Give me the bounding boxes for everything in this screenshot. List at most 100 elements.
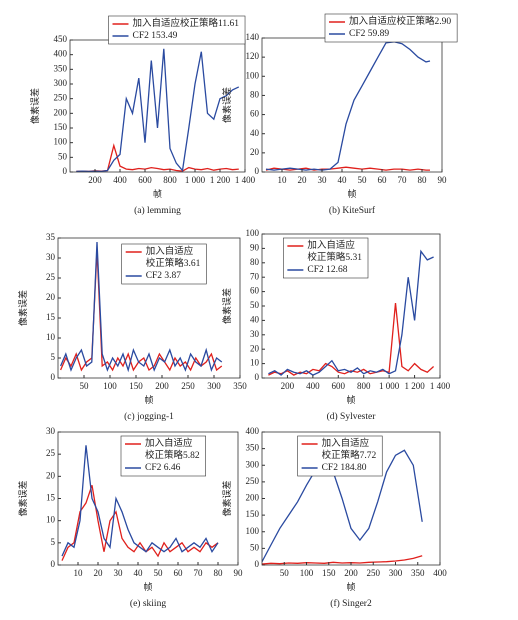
x-tick-label: 100 bbox=[300, 568, 314, 578]
legend-label: CF2 153.49 bbox=[133, 31, 178, 41]
y-tick-label: 10 bbox=[250, 358, 260, 368]
y-tick-label: 15 bbox=[46, 312, 56, 322]
y-tick-label: 250 bbox=[246, 476, 260, 486]
y-axis-label: 像素误差 bbox=[17, 480, 28, 516]
series-line bbox=[76, 48, 240, 172]
y-tick-label: 150 bbox=[54, 122, 68, 132]
caption: (a) lemming bbox=[134, 205, 181, 216]
x-tick-label: 400 bbox=[433, 568, 447, 578]
x-tick-label: 1 200 bbox=[404, 381, 425, 391]
legend-label: 加入自适应 bbox=[307, 239, 355, 251]
y-tick-label: 300 bbox=[54, 78, 68, 88]
y-tick-label: 30 bbox=[46, 252, 56, 262]
x-tick-label: 70 bbox=[398, 175, 408, 185]
y-tick-label: 80 bbox=[250, 257, 260, 267]
x-tick-label: 300 bbox=[389, 568, 403, 578]
x-tick-label: 150 bbox=[129, 381, 143, 391]
series-line bbox=[265, 41, 431, 171]
x-tick-label: 200 bbox=[155, 381, 169, 391]
y-tick-label: 40 bbox=[250, 314, 260, 324]
x-axis-label: 帧 bbox=[346, 394, 355, 405]
x-axis-label: 帧 bbox=[143, 581, 152, 592]
legend-box bbox=[108, 15, 246, 45]
legend-label: 校正策略5.31 bbox=[307, 251, 362, 263]
x-tick-label: 600 bbox=[138, 175, 152, 185]
x-tick-label: 1 400 bbox=[235, 175, 256, 185]
y-tick-label: 0 bbox=[255, 166, 260, 176]
y-tick-label: 10 bbox=[46, 332, 56, 342]
caption: (f) Singer2 bbox=[330, 598, 372, 609]
x-tick-label: 40 bbox=[338, 175, 348, 185]
plot-frame bbox=[69, 39, 246, 173]
y-tick-label: 100 bbox=[246, 228, 260, 238]
y-tick-label: 5 bbox=[51, 352, 56, 362]
y-tick-label: 100 bbox=[246, 70, 260, 80]
y-tick-label: 25 bbox=[46, 448, 56, 458]
y-tick-label: 200 bbox=[246, 493, 260, 503]
x-tick-label: 400 bbox=[306, 381, 320, 391]
y-axis-label: 像素误差 bbox=[221, 288, 232, 324]
x-tick-label: 30 bbox=[318, 175, 328, 185]
x-tick-label: 1 000 bbox=[379, 381, 400, 391]
legend-box bbox=[283, 237, 369, 279]
legend-label: CF2 6.46 bbox=[145, 463, 181, 473]
legend-label: 加入自适应 bbox=[146, 245, 194, 257]
x-axis-label: 帧 bbox=[153, 188, 162, 199]
plot-frame bbox=[57, 237, 241, 379]
series-line bbox=[76, 143, 239, 172]
y-tick-label: 20 bbox=[250, 343, 260, 353]
y-tick-label: 15 bbox=[46, 493, 56, 503]
y-tick-label: 100 bbox=[246, 526, 260, 536]
y-axis-label: 像素误差 bbox=[29, 88, 40, 124]
y-tick-label: 0 bbox=[51, 559, 56, 569]
x-tick-label: 90 bbox=[438, 175, 448, 185]
legend-label: 校正策略5.82 bbox=[145, 449, 200, 461]
legend-box bbox=[121, 243, 207, 285]
x-tick-label: 90 bbox=[234, 568, 244, 578]
y-tick-label: 0 bbox=[51, 372, 56, 382]
legend-label: 加入自适应校正策略11.61 bbox=[133, 17, 240, 29]
y-tick-label: 250 bbox=[54, 93, 68, 103]
x-tick-label: 60 bbox=[174, 568, 184, 578]
legend-label: CF2 184.80 bbox=[322, 463, 367, 473]
y-tick-label: 300 bbox=[246, 459, 260, 469]
y-tick-label: 0 bbox=[255, 559, 260, 569]
caption: (c) jogging-1 bbox=[124, 411, 174, 422]
y-tick-label: 350 bbox=[54, 63, 68, 73]
x-tick-label: 40 bbox=[134, 568, 144, 578]
x-axis-label: 帧 bbox=[347, 188, 356, 199]
x-tick-label: 1 000 bbox=[185, 175, 206, 185]
x-tick-label: 80 bbox=[214, 568, 224, 578]
x-tick-label: 80 bbox=[418, 175, 428, 185]
x-tick-label: 10 bbox=[278, 175, 288, 185]
series-line bbox=[61, 484, 219, 561]
x-tick-label: 30 bbox=[114, 568, 124, 578]
y-tick-label: 30 bbox=[250, 329, 260, 339]
y-tick-label: 150 bbox=[246, 509, 260, 519]
x-tick-label: 20 bbox=[94, 568, 104, 578]
caption: (e) skiing bbox=[130, 598, 166, 609]
series-line bbox=[265, 166, 430, 171]
x-tick-label: 50 bbox=[358, 175, 368, 185]
legend: 加入自适应校正策略11.61 CF2 153.49 bbox=[108, 15, 246, 45]
x-tick-label: 200 bbox=[344, 568, 358, 578]
x-tick-label: 1 400 bbox=[430, 381, 451, 391]
y-tick-label: 25 bbox=[46, 272, 56, 282]
legend-box bbox=[324, 13, 458, 43]
y-tick-label: 400 bbox=[246, 426, 260, 436]
x-tick-label: 1 200 bbox=[210, 175, 231, 185]
y-tick-label: 50 bbox=[58, 151, 68, 161]
x-tick-label: 50 bbox=[280, 568, 290, 578]
x-tick-label: 200 bbox=[281, 381, 295, 391]
caption: (d) Sylvester bbox=[327, 411, 377, 422]
y-tick-label: 400 bbox=[54, 49, 68, 59]
x-tick-label: 350 bbox=[233, 381, 247, 391]
x-tick-label: 150 bbox=[322, 568, 336, 578]
x-tick-label: 50 bbox=[154, 568, 164, 578]
y-tick-label: 10 bbox=[46, 515, 56, 525]
y-tick-label: 70 bbox=[250, 271, 260, 281]
y-tick-label: 0 bbox=[63, 166, 68, 176]
y-tick-label: 60 bbox=[250, 109, 260, 119]
